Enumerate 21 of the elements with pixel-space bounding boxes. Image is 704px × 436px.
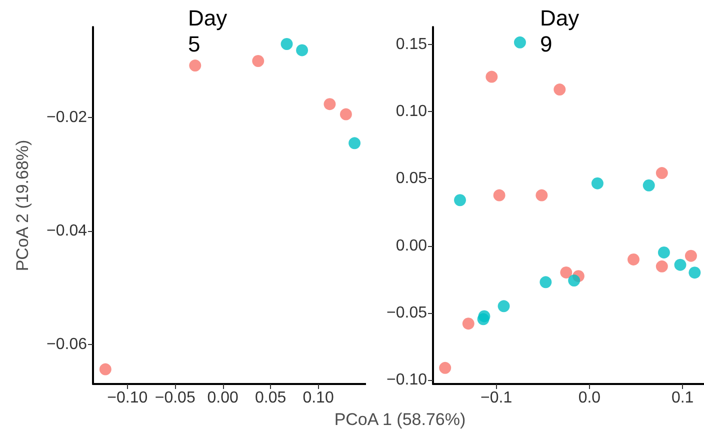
x-tick-label: 0.1	[671, 390, 694, 406]
x-axis-title: PCoA 1 (58.76%)	[333, 410, 467, 430]
y-tick-label: −0.10	[386, 371, 428, 388]
y-tick-label: −0.06	[46, 336, 88, 353]
x-tick-label: 0.0	[578, 390, 601, 406]
chart-title: Day 5	[188, 6, 228, 56]
y-tick-label: −0.02	[46, 109, 88, 126]
x-tick-label: 0.00	[207, 390, 238, 406]
x-tick-label: 0.10	[302, 390, 334, 406]
y-tick-label: 0.05	[396, 170, 428, 188]
x-tick-label: −0.1	[480, 390, 512, 406]
y-tick-label: −0.05	[386, 304, 428, 322]
y-tick-label: 0.15	[396, 36, 428, 53]
y-tick-label: −0.04	[46, 222, 88, 240]
x-tick-label: −0.05	[154, 390, 196, 406]
y-tick-label: 0.00	[396, 237, 428, 254]
chart-title: Day 9	[540, 6, 580, 56]
x-tick-label: 0.05	[254, 390, 286, 406]
x-tick-label: −0.10	[107, 390, 148, 406]
y-axis-title: PCoA 2 (19.68%)	[13, 140, 32, 272]
y-tick-label: 0.10	[396, 103, 428, 120]
